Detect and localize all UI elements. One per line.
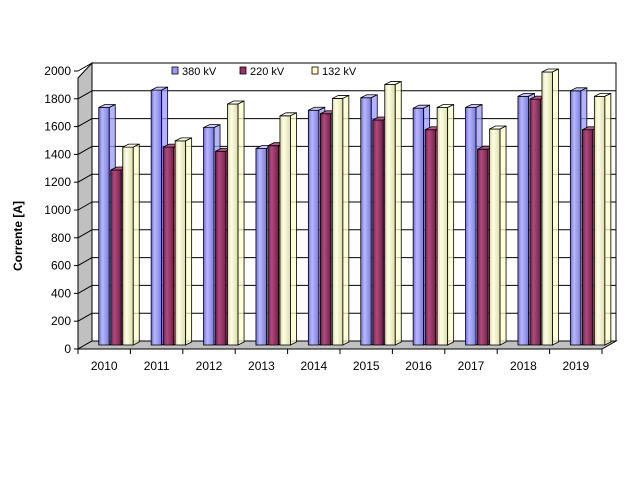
bar <box>122 143 140 346</box>
gridline-side <box>77 229 93 239</box>
gridline-side <box>77 312 93 322</box>
bar <box>384 80 402 346</box>
legend-label: 132 kV <box>322 66 357 78</box>
bar <box>541 68 559 346</box>
y-axis-title: Corrente [A] <box>11 201 25 271</box>
bar <box>227 100 245 346</box>
x-tick-label: 2014 <box>300 359 327 373</box>
y-tick-label: 1200 <box>44 175 71 189</box>
bar <box>174 137 193 346</box>
x-tick-label: 2013 <box>248 359 275 373</box>
gridline-side <box>77 62 93 72</box>
gridline-side <box>77 284 93 294</box>
x-tick-label: 2018 <box>510 359 537 373</box>
y-tick-label: 1600 <box>44 120 71 134</box>
bar <box>489 125 507 346</box>
gridline-side <box>77 257 93 267</box>
y-tick-label: 2000 <box>44 64 71 78</box>
x-tick-label: 2017 <box>458 359 485 373</box>
x-axis: 2010 2011 2012 2013 2014 2015 2016 2017 2018 2019 <box>77 348 603 373</box>
legend-item: 220 kV <box>239 66 285 78</box>
y-axis: 0 200 400 600 800 1000 1200 1400 1600 1800 2000 <box>44 64 79 356</box>
legend-swatch <box>311 66 319 75</box>
gridline-side <box>77 118 93 128</box>
gridline-side <box>77 201 93 211</box>
y-tick-label: 400 <box>51 286 71 300</box>
legend-swatch <box>171 66 179 75</box>
bars <box>98 68 612 346</box>
legend: 380 kV 220 kV 132 kV <box>171 66 357 78</box>
x-tick-label: 2012 <box>196 359 223 373</box>
y-tick-label: 600 <box>51 259 71 273</box>
y-tick-label: 1000 <box>44 203 71 217</box>
bar <box>436 103 455 346</box>
gridline-side <box>77 173 93 183</box>
y-tick-label: 0 <box>64 342 71 356</box>
legend-item: 132 kV <box>311 66 357 78</box>
bar <box>279 112 297 346</box>
x-tick-label: 2015 <box>353 359 380 373</box>
bar <box>593 92 612 346</box>
y-tick-label: 1800 <box>44 92 71 106</box>
x-tick-label: 2011 <box>144 359 170 373</box>
y-tick-label: 800 <box>51 231 71 245</box>
legend-label: 220 kV <box>250 66 285 78</box>
x-tick-label: 2016 <box>405 359 432 373</box>
legend-swatch <box>239 66 247 75</box>
legend-label: 380 kV <box>182 66 217 78</box>
x-tick-label: 2019 <box>562 359 589 373</box>
gridline-side <box>77 90 93 100</box>
y-tick-label: 200 <box>51 314 71 328</box>
legend-item: 380 kV <box>171 66 217 78</box>
x-tick-label: 2010 <box>91 359 118 373</box>
bar <box>331 94 350 346</box>
gridline-side <box>77 145 93 155</box>
y-tick-label: 1400 <box>44 147 71 161</box>
